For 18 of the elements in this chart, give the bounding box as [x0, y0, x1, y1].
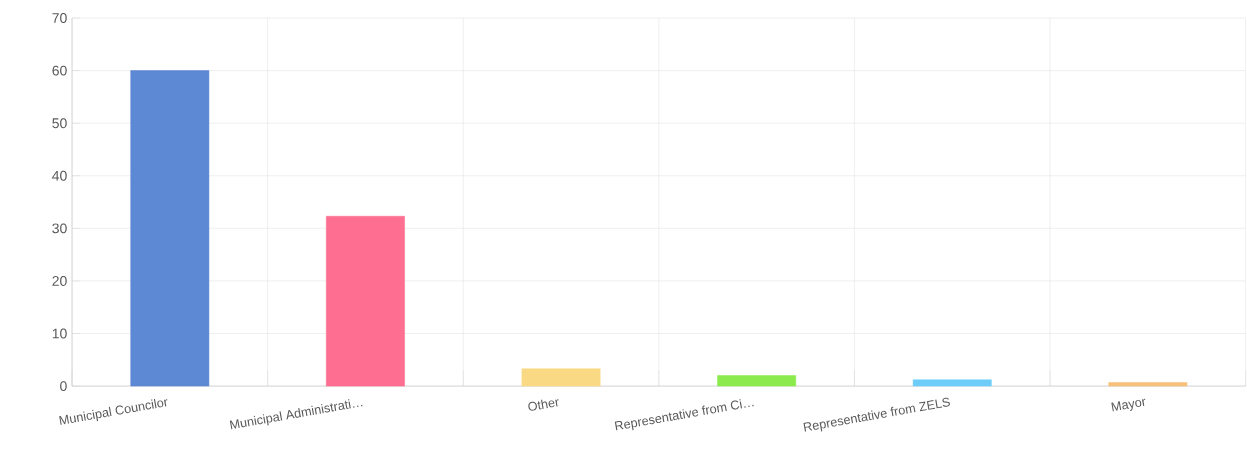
bar [130, 70, 210, 387]
y-tick-label: 60 [52, 65, 67, 76]
y-tick-label: 0 [60, 381, 67, 392]
x-tick-label: Other [528, 399, 559, 411]
x-tick-label: Mayor [1111, 398, 1146, 412]
y-tick-label: 70 [52, 13, 67, 23]
bar [1108, 382, 1188, 387]
y-tick-label: 30 [52, 223, 67, 234]
y-tick-label: 10 [52, 328, 67, 339]
bar [717, 375, 797, 387]
x-tick-label: Municipal Administrati… [229, 399, 363, 430]
y-tick-label: 50 [52, 118, 67, 129]
y-tick-label: 40 [52, 170, 67, 181]
x-tick-label: Municipal Councilor [59, 398, 168, 425]
y-tick-label: 20 [52, 275, 67, 286]
bar [521, 368, 601, 387]
bar [326, 215, 405, 387]
bar [912, 379, 992, 387]
